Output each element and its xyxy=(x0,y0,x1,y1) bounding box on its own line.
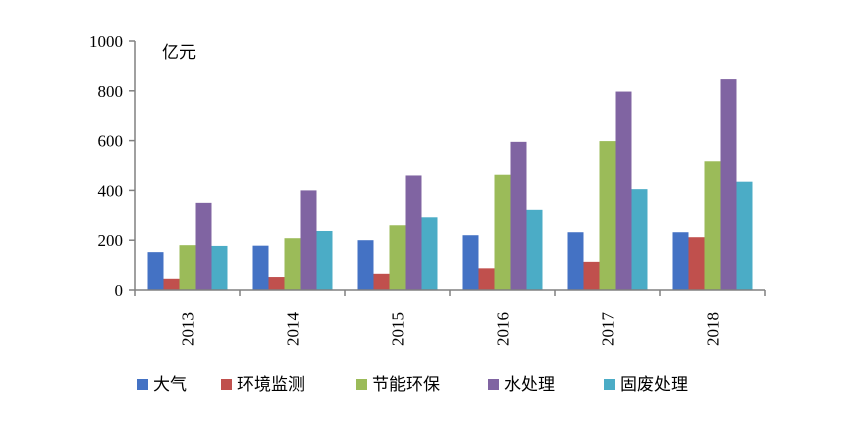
y-tick-label: 800 xyxy=(98,82,124,101)
y-tick-label: 600 xyxy=(98,132,124,151)
bar-大气-2016 xyxy=(462,235,479,290)
legend-swatch xyxy=(604,379,615,390)
x-tick-label: 2017 xyxy=(599,312,618,347)
x-tick-label: 2018 xyxy=(704,312,723,346)
bar-大气-2013 xyxy=(147,252,164,290)
y-tick-label: 400 xyxy=(98,181,124,200)
y-tick-label: 0 xyxy=(115,281,124,300)
bar-大气-2017 xyxy=(567,232,584,290)
legend-swatch xyxy=(488,379,499,390)
legend-label: 节能环保 xyxy=(372,375,440,395)
axes-layer: 0 200 400 600 800 1000 2013 2014 2015 2016 2017 201… xyxy=(89,32,766,347)
bar-水处理-2015 xyxy=(405,175,422,290)
bar-环境监测-2018 xyxy=(688,237,705,290)
legend-label: 水处理 xyxy=(504,375,555,395)
legend: 大气 环境监测 节能环保 水处理 固废处理 xyxy=(137,375,688,395)
bar-水处理-2014 xyxy=(300,190,317,290)
bar-环境监测-2015 xyxy=(373,273,390,290)
bar-大气-2015 xyxy=(357,240,374,290)
bar-水处理-2017 xyxy=(615,91,632,290)
legend-label: 固废处理 xyxy=(620,375,688,395)
legend-swatch xyxy=(221,379,232,390)
legend-swatch xyxy=(137,379,148,390)
x-tick-label: 2014 xyxy=(284,312,303,347)
y-tick-label: 1000 xyxy=(89,32,123,51)
bar-固废处理-2013 xyxy=(211,245,228,290)
x-tick-label: 2015 xyxy=(389,312,408,346)
unit-label: 亿元 xyxy=(162,43,196,63)
bar-节能环保-2014 xyxy=(284,238,301,290)
bar-水处理-2016 xyxy=(510,141,527,290)
bar-环境监测-2017 xyxy=(583,261,600,290)
bar-固废处理-2018 xyxy=(736,181,753,290)
legend-swatch xyxy=(356,379,367,390)
bar-固废处理-2014 xyxy=(316,230,333,290)
bar-固废处理-2016 xyxy=(526,209,543,290)
bar-节能环保-2015 xyxy=(389,225,406,290)
bar-大气-2014 xyxy=(252,245,269,290)
bar-环境监测-2016 xyxy=(478,268,495,290)
bar-固废处理-2017 xyxy=(631,189,648,290)
y-tick-label: 200 xyxy=(98,231,124,250)
bar-固废处理-2015 xyxy=(421,217,438,290)
x-tick-label: 2013 xyxy=(179,312,198,346)
bar-节能环保-2017 xyxy=(599,141,616,290)
bar-水处理-2018 xyxy=(720,79,737,290)
bar-节能环保-2016 xyxy=(494,174,511,290)
legend-label: 环境监测 xyxy=(237,375,305,395)
bar-水处理-2013 xyxy=(195,202,212,290)
bar-环境监测-2014 xyxy=(268,277,285,290)
bar-节能环保-2013 xyxy=(179,245,196,290)
legend-label: 大气 xyxy=(153,375,187,395)
x-tick-label: 2016 xyxy=(494,312,513,346)
bar-环境监测-2013 xyxy=(163,278,180,290)
bar-节能环保-2018 xyxy=(704,161,721,290)
bar-大气-2018 xyxy=(672,232,689,290)
bars-layer xyxy=(147,79,753,290)
